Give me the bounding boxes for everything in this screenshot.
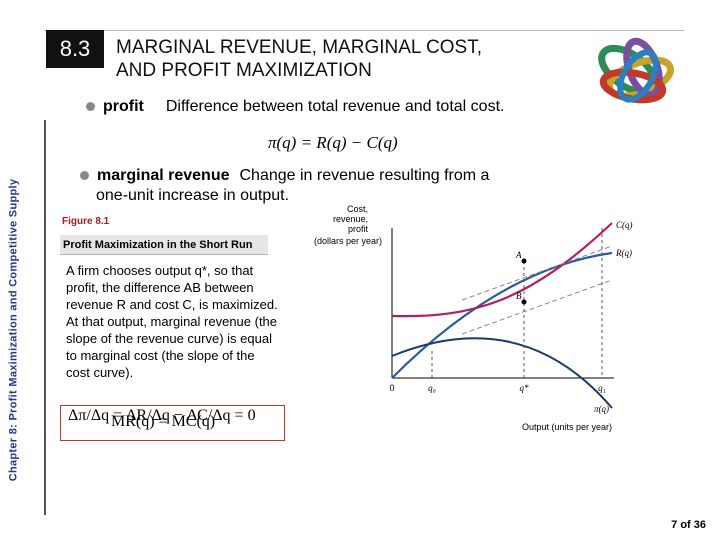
figure-title: Profit Maximization in the Short Run xyxy=(60,235,268,255)
marginal-profit-equation: Δπ/Δq = ΔR/Δq − ΔC/Δq = 0 xyxy=(68,407,256,424)
profit-definition: profit Difference between total revenue a… xyxy=(86,98,504,116)
origin-label: 0 xyxy=(389,383,394,393)
cost-series-label: C(q) xyxy=(616,220,633,230)
profit-max-chart: Cost, revenue, profit (dollars per year)… xyxy=(314,204,633,432)
x-tick-label: q₀ xyxy=(428,383,436,393)
bullet-icon xyxy=(80,171,89,181)
profit-series-label: π(q) xyxy=(594,404,609,414)
header-rule xyxy=(44,30,684,31)
knotted-rings-logo xyxy=(598,37,675,104)
point-a-label: A xyxy=(515,250,522,260)
slide-title: MARGINAL REVENUE, MARGINAL COST, AND PRO… xyxy=(116,37,482,81)
condition-box: MR(q) = MC(q) xyxy=(60,405,285,441)
x-tick-label: q₁ xyxy=(598,383,606,393)
y-axis-label-3: profit xyxy=(348,224,369,234)
y-axis-label-2: revenue, xyxy=(333,214,368,224)
point-b xyxy=(521,299,527,305)
chapter-side-label: Chapter 8: Profit Maximization and Compe… xyxy=(7,178,20,482)
point-b-label: B xyxy=(516,291,522,301)
cost-tangent xyxy=(461,279,613,335)
profit-curve xyxy=(391,337,613,409)
mr-definition: marginal revenue Change in revenue result… xyxy=(80,166,489,206)
x-tick-label: q* xyxy=(520,383,530,393)
y-axis-label-1: Cost, xyxy=(347,204,368,214)
revenue-tangent xyxy=(461,245,613,301)
vertical-divider xyxy=(44,120,46,515)
y-axis-label-4: (dollars per year) xyxy=(314,236,382,246)
bullet-icon xyxy=(86,102,95,112)
profit-formula: π(q) = R(q) − C(q) xyxy=(268,133,398,152)
section-badge: 8.3 xyxy=(46,30,104,68)
revenue-curve xyxy=(391,251,613,379)
page-number: 7 of 36 xyxy=(671,519,706,531)
revenue-series-label: R(q) xyxy=(615,248,632,258)
cost-curve xyxy=(391,222,613,318)
mr-mc-equation: MR(q) = MC(q) xyxy=(111,413,216,430)
x-axis-label: Output (units per year) xyxy=(522,422,612,432)
figure-label: Figure 8.1 xyxy=(62,216,110,227)
point-a xyxy=(521,258,527,264)
figure-caption: A firm chooses output q*, so that profit… xyxy=(66,263,278,380)
